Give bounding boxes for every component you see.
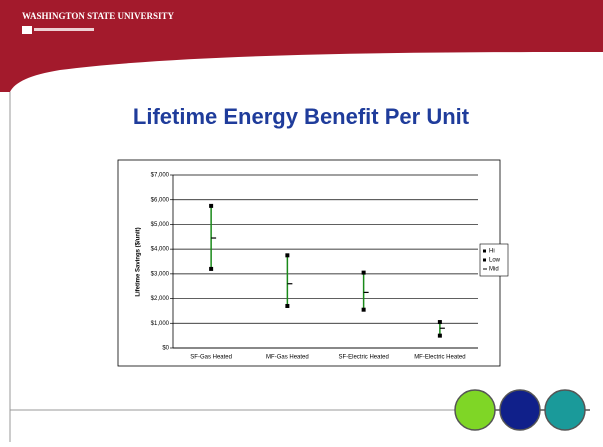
y-tick-label: $3,000 — [151, 271, 170, 277]
hi-marker — [361, 270, 366, 275]
logo-text: WASHINGTON STATE UNIVERSITY — [22, 11, 175, 21]
hi-marker — [437, 320, 442, 325]
y-axis-label: Lifetime Savings ($/unit) — [136, 227, 142, 296]
y-tick-label: $0 — [162, 346, 169, 352]
y-tick-label: $2,000 — [151, 296, 170, 302]
x-tick-label: SF-Gas Heated — [190, 355, 232, 361]
logo-mark — [22, 26, 32, 34]
x-tick-label: SF-Electric Heated — [338, 355, 388, 361]
y-tick-label: $4,000 — [151, 247, 170, 253]
low-marker — [209, 266, 214, 271]
y-tick-label: $5,000 — [151, 222, 170, 228]
x-tick-label: MF-Gas Heated — [266, 355, 309, 361]
deco-circle-teal — [544, 389, 586, 431]
y-tick-label: $6,000 — [151, 197, 170, 203]
deco-circle-navy — [499, 389, 541, 431]
chart-title: Lifetime Energy Benefit Per Unit — [133, 104, 470, 129]
legend-label: Low — [489, 258, 501, 264]
logo-subline — [34, 28, 94, 31]
y-tick-label: $1,000 — [151, 321, 170, 327]
low-marker — [361, 307, 366, 312]
hi-marker — [285, 253, 290, 258]
y-tick-label: $7,000 — [151, 173, 170, 179]
legend-label: Mid — [489, 267, 499, 273]
legend-label: Hi — [489, 249, 495, 255]
x-tick-label: MF-Electric Heated — [414, 355, 465, 361]
header-band — [0, 0, 603, 92]
deco-circle-green — [454, 389, 496, 431]
low-marker — [437, 333, 442, 338]
chart-frame — [117, 159, 501, 367]
hi-marker — [209, 203, 214, 208]
legend-swatch — [483, 249, 486, 253]
legend-swatch — [483, 258, 486, 262]
low-marker — [285, 303, 290, 308]
